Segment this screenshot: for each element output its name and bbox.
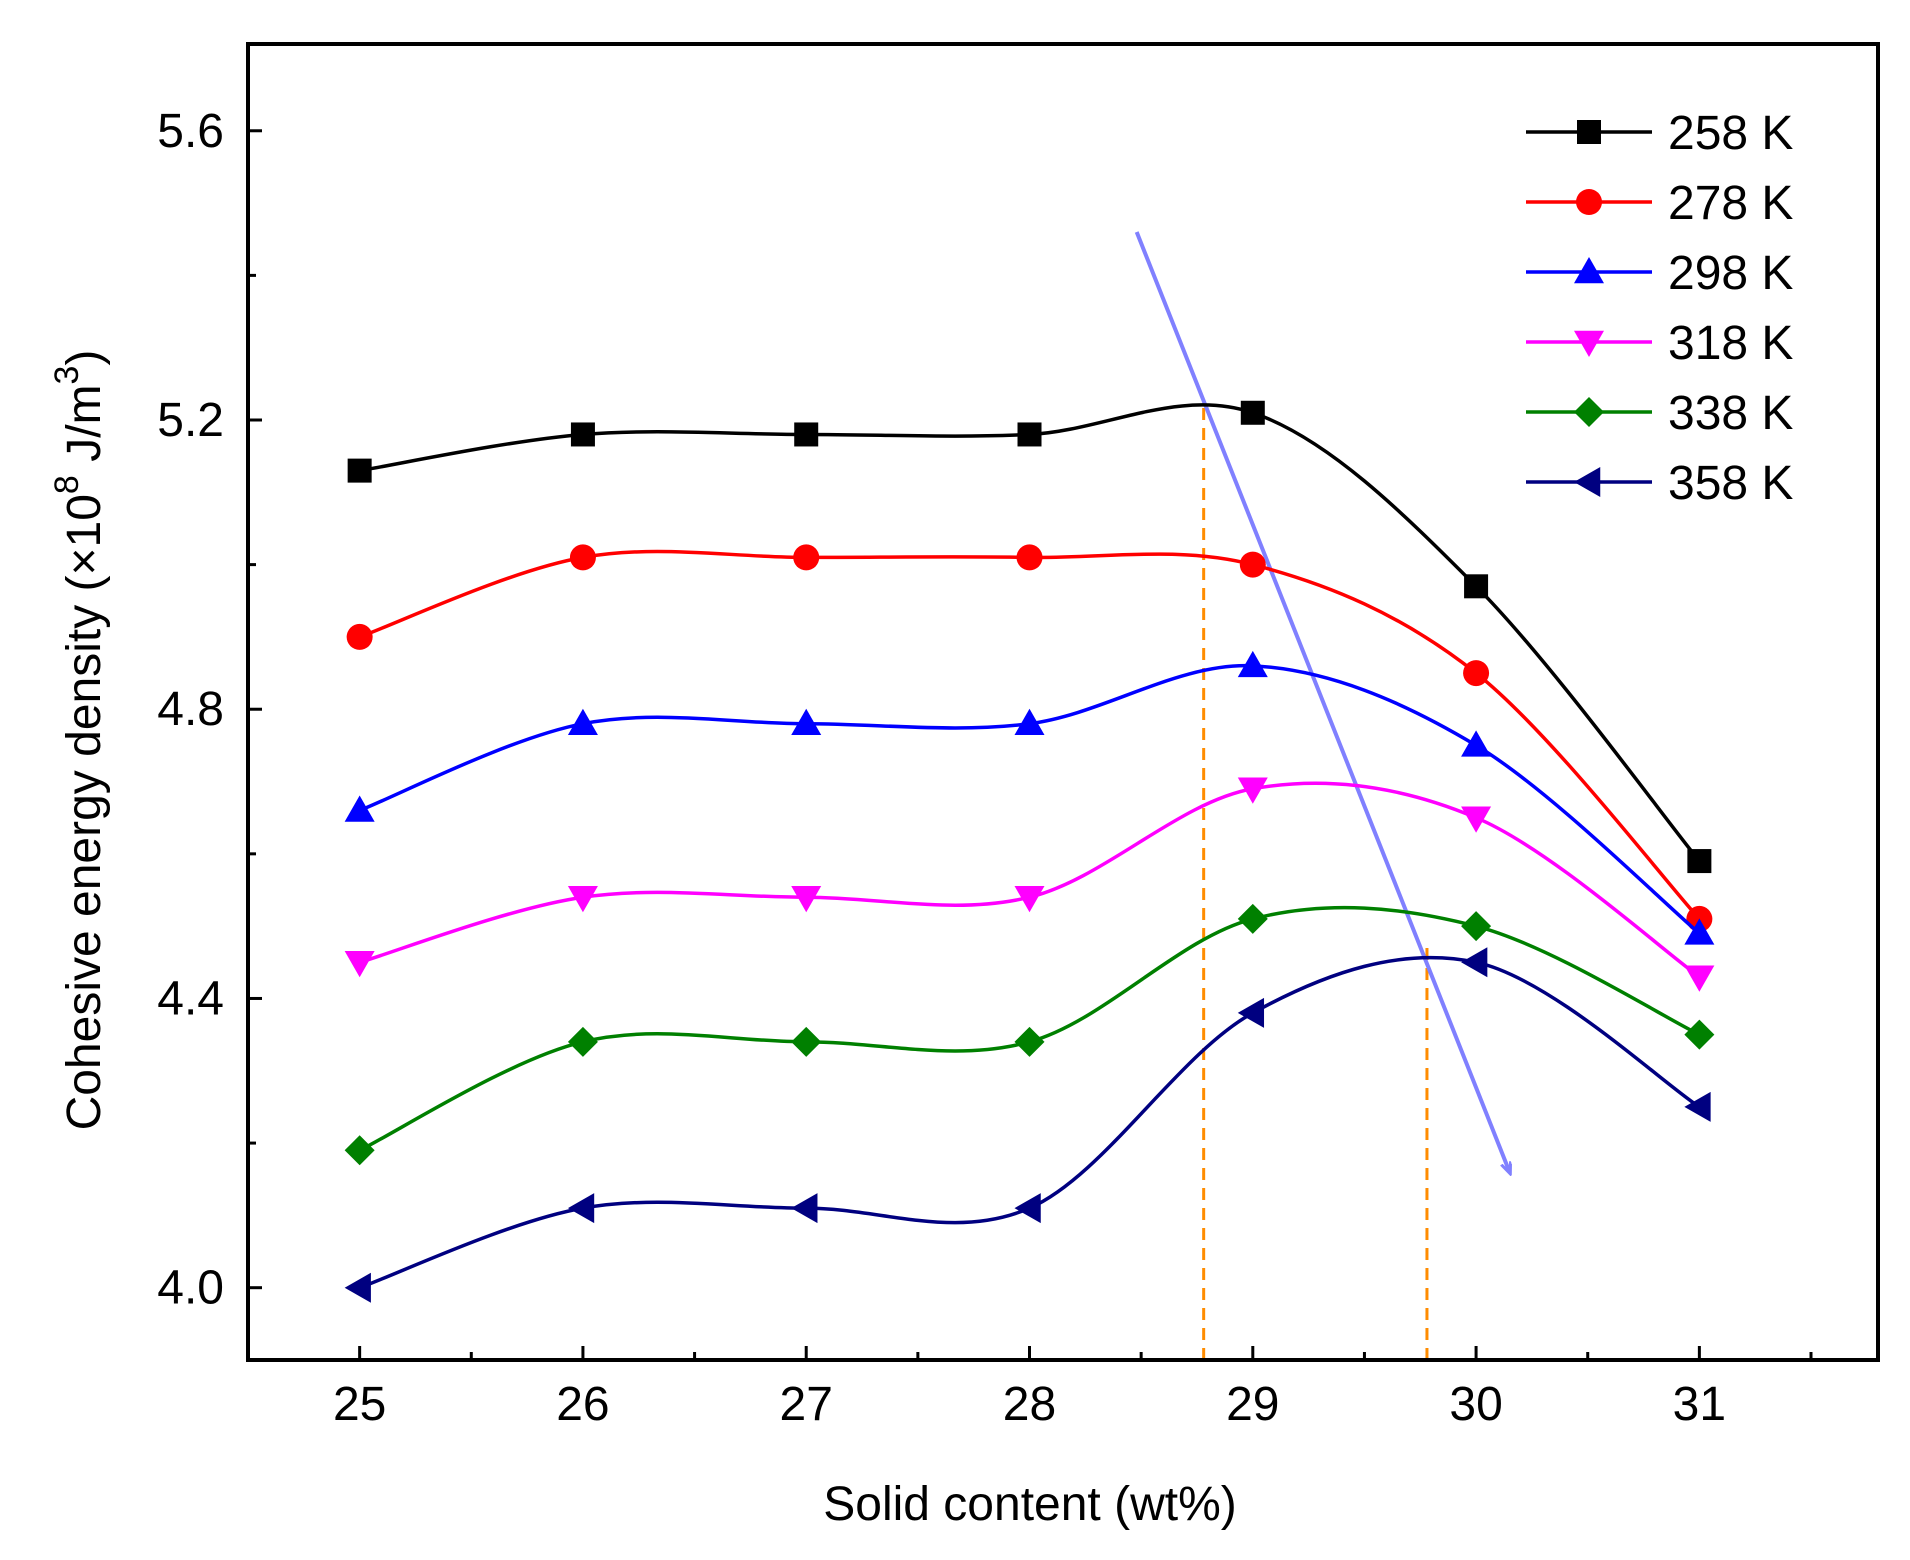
data-point (1687, 849, 1712, 874)
y-axis-label-suffix: ) (58, 350, 111, 366)
y-tick-label: 4.4 (157, 972, 224, 1025)
data-point (1237, 997, 1265, 1028)
legend-item: 318 K (1526, 317, 1793, 370)
data-point (567, 1026, 598, 1057)
data-point (567, 708, 598, 735)
series-298-k (344, 650, 1715, 945)
data-point (1014, 708, 1045, 735)
data-point (570, 422, 595, 447)
legend-marker (1574, 397, 1604, 427)
legend-marker (1576, 189, 1602, 215)
data-point (1461, 730, 1492, 757)
data-point (1463, 660, 1490, 687)
x-tick-label: 27 (780, 1378, 833, 1431)
data-point (1464, 574, 1489, 599)
legend-label: 318 K (1668, 317, 1793, 370)
y-axis-label-unit: J/m (58, 384, 111, 475)
data-point (1684, 1091, 1711, 1122)
data-point (1461, 806, 1492, 833)
legend-label: 298 K (1668, 247, 1793, 300)
series-258-k (347, 400, 1712, 874)
data-point (1684, 1019, 1715, 1050)
y-tick-label: 4.0 (157, 1262, 224, 1315)
data-point (791, 1193, 818, 1224)
legend-item: 258 K (1526, 107, 1793, 160)
data-point (1014, 1193, 1041, 1224)
data-point (567, 1193, 595, 1224)
data-point (1239, 551, 1266, 578)
axes-layer (246, 42, 1880, 1362)
series-line (359, 549, 1701, 921)
annotations-layer (1134, 231, 1510, 1360)
series-318-k (344, 777, 1715, 992)
data-point (791, 885, 822, 913)
data-point (1237, 903, 1268, 934)
legend-label: 358 K (1668, 457, 1793, 510)
x-tick-label: 26 (556, 1378, 609, 1431)
data-point (793, 544, 820, 571)
series-358-k (344, 947, 1711, 1303)
legend: 258 K 278 K 298 K 318 K 338 K 358 K (1526, 107, 1793, 510)
data-point (1014, 885, 1045, 913)
data-point (346, 623, 373, 650)
plot-frame (246, 42, 1880, 1362)
series-layer (344, 400, 1715, 1303)
data-point (347, 458, 372, 483)
data-point (1684, 965, 1715, 992)
legend-item: 358 K (1526, 457, 1793, 510)
y-axis-label: Cohesive energy density (×108 J/m3) (48, 350, 111, 1131)
data-point (794, 422, 819, 447)
legend-label: 338 K (1668, 387, 1793, 440)
data-point (791, 708, 822, 735)
series-line (359, 781, 1701, 979)
x-tick-label: 25 (333, 1378, 386, 1431)
data-point (344, 1135, 375, 1166)
data-point (344, 951, 375, 978)
y-tick-label: 4.8 (157, 683, 224, 736)
data-point (344, 1272, 371, 1303)
legend-label: 278 K (1668, 177, 1793, 230)
legend-marker (1577, 120, 1601, 144)
data-point (1016, 544, 1043, 571)
y-axis-label-exponent: 8 (48, 475, 86, 494)
series-line (359, 403, 1701, 863)
x-tick-label: 30 (1449, 1378, 1502, 1431)
legend-item: 298 K (1526, 247, 1793, 300)
x-axis-label: Solid content (wt%) (823, 1478, 1237, 1531)
y-tick-label: 5.2 (157, 394, 224, 447)
data-point (1240, 400, 1265, 425)
series-line (359, 955, 1701, 1290)
data-point (569, 544, 596, 571)
trend-arrow (1134, 231, 1510, 1172)
legend-label: 258 K (1668, 107, 1793, 160)
data-point (1014, 1026, 1045, 1057)
y-axis-label-unit-exponent: 3 (48, 366, 86, 385)
legend-marker (1574, 467, 1601, 497)
data-point (1461, 947, 1488, 978)
legend-item: 338 K (1526, 387, 1793, 440)
legend-item: 278 K (1526, 177, 1793, 230)
series-338-k (344, 903, 1715, 1166)
data-point (567, 885, 598, 913)
y-axis-label-prefix: Cohesive energy density (×10 (58, 494, 111, 1130)
data-point (344, 795, 375, 822)
data-point (1684, 918, 1715, 945)
legend-marker (1574, 257, 1604, 284)
data-point (1237, 650, 1268, 678)
data-point (791, 1026, 822, 1057)
x-tick-label: 29 (1226, 1378, 1279, 1431)
x-tick-label: 31 (1673, 1378, 1726, 1431)
series-278-k (346, 544, 1713, 932)
y-tick-label: 5.6 (157, 105, 224, 158)
legend-marker (1574, 330, 1604, 357)
ticks-layer: 25 26 27 28 29 30 31 4.0 4.4 4.8 5.2 5.6 (157, 105, 1813, 1431)
data-point (1461, 911, 1492, 942)
x-tick-label: 28 (1003, 1378, 1056, 1431)
data-point (1017, 422, 1042, 447)
data-point (1237, 777, 1268, 804)
